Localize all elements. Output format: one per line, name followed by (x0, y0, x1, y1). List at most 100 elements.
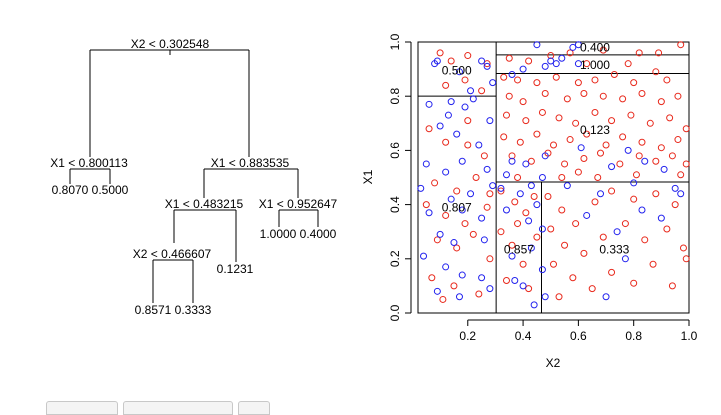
region-label: 0.333 (599, 242, 629, 256)
data-point (641, 157, 649, 165)
data-point (594, 174, 602, 181)
data-point (574, 41, 582, 49)
data-point (475, 141, 483, 149)
data-point (516, 138, 524, 146)
bottom-button-3[interactable] (238, 401, 270, 415)
data-point (619, 133, 627, 141)
data-point (436, 230, 444, 238)
data-point (538, 174, 546, 181)
data-point (671, 184, 679, 192)
leaf-label: 1.0000 (260, 227, 297, 241)
data-point (561, 160, 569, 168)
bottom-button-1[interactable] (46, 401, 118, 415)
data-point (538, 108, 546, 116)
data-point (574, 79, 582, 87)
data-point (544, 192, 552, 200)
data-point (621, 220, 629, 228)
data-point (566, 136, 574, 144)
data-point (552, 73, 560, 81)
data-point (461, 103, 469, 111)
data-point (574, 60, 582, 68)
tree-branch (69, 168, 111, 184)
data-point (624, 60, 632, 68)
data-point (478, 274, 486, 282)
data-point (569, 274, 577, 282)
tree-diagram (69, 49, 319, 303)
data-point (439, 295, 447, 303)
data-point (511, 276, 519, 284)
data-point (436, 122, 444, 130)
leaf-label: 0.8070 (52, 183, 89, 197)
data-point (599, 92, 607, 100)
data-point (486, 117, 494, 125)
data-point (483, 60, 491, 68)
y-axis: 0.0 0.2 0.4 0.6 0.8 1.0 (388, 33, 412, 321)
data-point (558, 54, 566, 62)
data-point (583, 130, 591, 138)
data-point (635, 152, 643, 160)
node-label-n3: X1 < 0.483215 (165, 197, 244, 211)
data-point (502, 111, 510, 119)
data-point (453, 130, 461, 138)
data-point (608, 163, 616, 171)
data-point (442, 168, 450, 176)
data-point (425, 100, 433, 108)
data-point (522, 160, 530, 168)
data-point (630, 279, 638, 287)
data-point (502, 171, 510, 179)
data-point (511, 198, 519, 206)
data-point (638, 138, 646, 146)
data-point (447, 195, 455, 203)
data-point (677, 171, 685, 179)
data-point (497, 228, 505, 236)
data-point (483, 165, 491, 173)
data-point (591, 198, 599, 206)
data-point (480, 236, 488, 244)
y-tick-label: 0.6 (388, 142, 402, 159)
data-point (657, 98, 665, 106)
data-point (514, 174, 522, 181)
data-point (505, 54, 513, 62)
data-point (464, 117, 472, 125)
data-point (502, 276, 510, 284)
node-label-n5: X2 < 0.466607 (133, 247, 212, 261)
data-point (514, 220, 522, 228)
data-point (652, 190, 660, 198)
data-point (433, 287, 441, 295)
data-point (558, 206, 566, 214)
data-point (480, 152, 488, 160)
data-point (632, 171, 640, 179)
data-point (478, 214, 486, 222)
data-point (635, 49, 643, 57)
data-point (483, 62, 491, 70)
data-point (677, 190, 685, 198)
data-point (428, 274, 436, 282)
bottom-button-2[interactable] (123, 401, 233, 415)
data-point (530, 301, 538, 309)
data-point (657, 144, 665, 152)
data-point (641, 236, 649, 244)
data-point (538, 266, 546, 274)
data-point (652, 68, 660, 76)
data-point (508, 157, 516, 165)
node-label-root: X2 < 0.302548 (131, 37, 210, 51)
data-point (541, 152, 549, 160)
data-point (649, 260, 657, 268)
data-point (450, 282, 458, 290)
region-label: 0.857 (504, 242, 534, 256)
data-point (555, 293, 563, 301)
data-point (461, 220, 469, 228)
data-point (574, 168, 582, 176)
data-point (663, 76, 671, 84)
data-point (525, 285, 533, 293)
data-point (638, 89, 646, 97)
data-point (608, 117, 616, 125)
data-point (486, 255, 494, 263)
data-point (608, 268, 616, 276)
data-point (577, 144, 585, 152)
data-point (431, 179, 439, 187)
data-point (508, 152, 516, 160)
data-point (478, 87, 486, 95)
data-point (514, 76, 522, 84)
data-point (677, 41, 685, 49)
